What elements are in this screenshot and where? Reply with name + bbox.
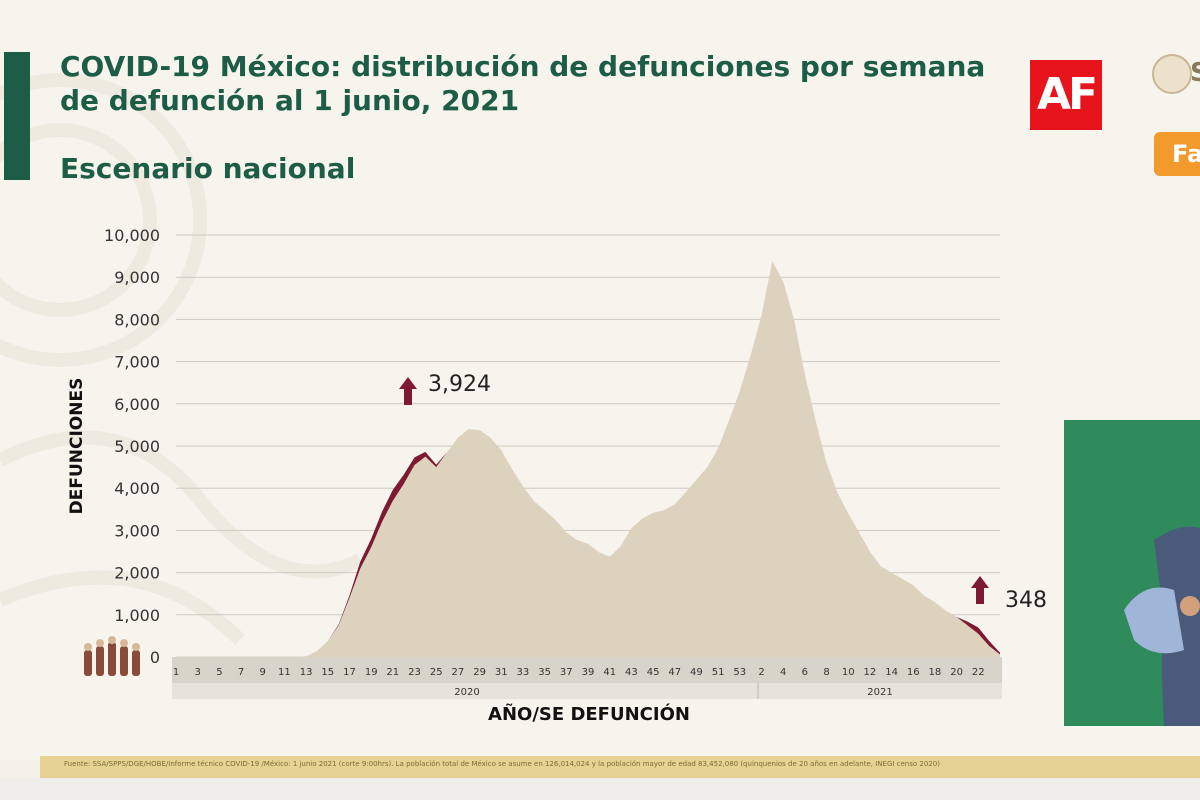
title-line-1: COVID-19 México: distribución de defunci… bbox=[60, 50, 986, 83]
x-tick-label: 7 bbox=[238, 667, 244, 678]
x-tick-label: 3 bbox=[195, 667, 201, 678]
x-tick-label: 17 bbox=[343, 667, 356, 678]
y-tick-label: 0 bbox=[150, 648, 160, 667]
y-tick-label: 1,000 bbox=[114, 606, 160, 625]
recent-increment-band bbox=[956, 616, 1000, 655]
x-axis-band bbox=[172, 657, 1002, 683]
sign-language-interpreter bbox=[1064, 420, 1200, 726]
x-tick-label: 19 bbox=[365, 667, 378, 678]
x-tick-label: 23 bbox=[408, 667, 421, 678]
y-tick-label: 7,000 bbox=[114, 353, 160, 372]
x-tick-label: 20 bbox=[950, 667, 963, 678]
x-tick-label: 39 bbox=[582, 667, 595, 678]
x-tick-label: 18 bbox=[929, 667, 942, 678]
series-area bbox=[176, 261, 1000, 657]
title-accent-bar bbox=[4, 52, 30, 180]
bottom-strip bbox=[0, 778, 1200, 800]
x-tick-label: 10 bbox=[842, 667, 855, 678]
footer-band bbox=[40, 756, 1200, 778]
y-tick-label: 2,000 bbox=[114, 564, 160, 583]
x-tick-label: 45 bbox=[647, 667, 660, 678]
page-title: COVID-19 México: distribución de defunci… bbox=[60, 50, 1060, 118]
x-tick-label: 1 bbox=[173, 667, 179, 678]
x-tick-label: 2 bbox=[758, 667, 764, 678]
up-arrow-icon bbox=[971, 576, 989, 604]
year-label-2020: 2020 bbox=[454, 687, 479, 698]
x-tick-label: 12 bbox=[864, 667, 877, 678]
af-logo: AF bbox=[1030, 60, 1102, 130]
x-tick-label: 6 bbox=[802, 667, 808, 678]
x-tick-label: 4 bbox=[780, 667, 786, 678]
x-tick-label: 8 bbox=[823, 667, 829, 678]
orange-badge: Fa bbox=[1154, 132, 1200, 176]
deaths-area-chart: 0 1,000 2,000 3,000 4,000 5,000 6,000 7,000 8,00… bbox=[67, 226, 1047, 725]
x-tick-label: 5 bbox=[216, 667, 222, 678]
series-area-fill bbox=[176, 261, 1000, 657]
x-tick-label: 13 bbox=[300, 667, 313, 678]
annotation-label: 3,924 bbox=[428, 372, 491, 397]
corner-letter: S bbox=[1190, 58, 1200, 88]
government-seal-icon bbox=[1152, 54, 1192, 94]
footer-source: Fuente: SSA/SPPS/DGE/HOBE/Informe técnic… bbox=[64, 760, 940, 768]
x-tick-label: 41 bbox=[603, 667, 616, 678]
x-tick-label: 47 bbox=[668, 667, 681, 678]
chart-annotations: 3,924 348 bbox=[399, 372, 1047, 613]
y-tick-label: 9,000 bbox=[114, 268, 160, 287]
x-tick-label: 37 bbox=[560, 667, 573, 678]
x-tick-label: 22 bbox=[972, 667, 985, 678]
x-axis: 1 3 5 7 9 11 13 15 17 19 21 23 25 27 29 31 33 35 37 39 41 43 4… bbox=[172, 657, 1002, 699]
x-tick-label: 35 bbox=[538, 667, 551, 678]
y-tick-label: 5,000 bbox=[114, 437, 160, 456]
x-tick-label: 16 bbox=[907, 667, 920, 678]
year-label-2021: 2021 bbox=[867, 687, 892, 698]
x-tick-label: 21 bbox=[386, 667, 399, 678]
x-tick-label: 29 bbox=[473, 667, 486, 678]
x-tick-label: 11 bbox=[278, 667, 291, 678]
x-tick-label: 43 bbox=[625, 667, 638, 678]
x-tick-label: 31 bbox=[495, 667, 508, 678]
interpreter-figure-icon bbox=[1124, 526, 1200, 726]
x-tick-label: 27 bbox=[452, 667, 465, 678]
up-arrow-icon bbox=[399, 377, 417, 405]
background-watermark bbox=[0, 73, 360, 645]
y-tick-label: 3,000 bbox=[114, 521, 160, 540]
bicentennial-logo-icon bbox=[84, 636, 140, 676]
x-tick-label: 51 bbox=[712, 667, 725, 678]
x-tick-label: 33 bbox=[517, 667, 530, 678]
x-tick-label: 14 bbox=[885, 667, 898, 678]
title-line-2: de defunción al 1 junio, 2021 bbox=[60, 84, 520, 117]
x-axis-label: AÑO/SE DEFUNCIÓN bbox=[488, 702, 690, 725]
slide: COVID-19 México: distribución de defunci… bbox=[0, 50, 1200, 726]
x-tick-label: 49 bbox=[690, 667, 703, 678]
x-tick-label: 15 bbox=[321, 667, 334, 678]
y-tick-label: 6,000 bbox=[114, 395, 160, 414]
page-subtitle: Escenario nacional bbox=[60, 152, 356, 185]
y-tick-label: 4,000 bbox=[114, 479, 160, 498]
year-band bbox=[172, 683, 1002, 699]
annotation-label: 348 bbox=[1005, 588, 1047, 613]
y-tick-label: 10,000 bbox=[104, 226, 160, 245]
y-tick-label: 8,000 bbox=[114, 310, 160, 329]
x-tick-label: 53 bbox=[733, 667, 746, 678]
y-axis-label: DEFUNCIONES bbox=[67, 378, 87, 515]
y-axis-ticks: 0 1,000 2,000 3,000 4,000 5,000 6,000 7,000 8,00… bbox=[104, 226, 160, 667]
x-tick-label: 25 bbox=[430, 667, 443, 678]
recent-increment-band bbox=[327, 451, 448, 641]
x-tick-label: 9 bbox=[260, 667, 266, 678]
